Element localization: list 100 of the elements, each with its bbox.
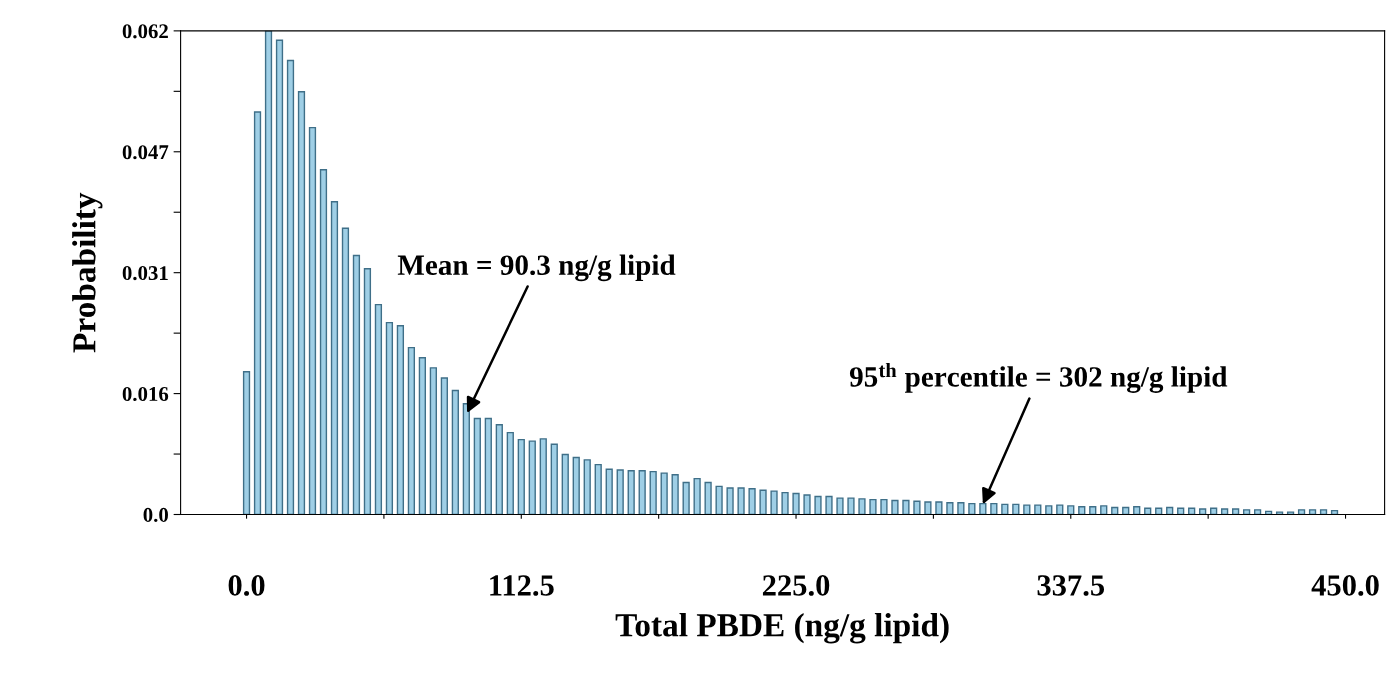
bar (627, 470, 635, 515)
bar (792, 492, 800, 515)
bar (726, 487, 734, 515)
bar (1199, 508, 1207, 515)
y-tick-label: 0.062 (122, 24, 168, 39)
bar (935, 501, 943, 515)
bar (1319, 509, 1328, 515)
bar (770, 490, 778, 515)
bar (418, 357, 427, 515)
bar (748, 488, 756, 515)
bar (572, 456, 580, 515)
bar (528, 440, 536, 515)
bar (1100, 505, 1108, 515)
bar (308, 126, 317, 515)
bar (1166, 506, 1174, 515)
bar (1056, 504, 1064, 515)
x-tick-label: 0.0 (228, 575, 265, 596)
bar (847, 497, 855, 515)
bar (1023, 504, 1031, 515)
bar (1275, 511, 1284, 515)
bar (517, 438, 525, 515)
bar (1253, 509, 1262, 515)
y-tick-label: 0.031 (122, 266, 168, 281)
bar (407, 346, 416, 515)
bar (341, 227, 350, 515)
annotation: 95$^{th}$ percentile = 302 ng/g lipid (849, 362, 1228, 393)
bar (396, 325, 405, 515)
bar (649, 470, 657, 515)
y-axis-title: Probability (72, 192, 103, 353)
bar (880, 498, 888, 515)
bar (539, 438, 547, 515)
bar (1242, 509, 1251, 515)
annotation: Mean = 90.3 ng/g lipid (397, 254, 676, 282)
bar (1297, 509, 1306, 515)
bar (638, 470, 646, 515)
bar (671, 474, 679, 515)
bar (451, 389, 459, 515)
bar (550, 443, 558, 515)
bar (275, 39, 284, 515)
bar (429, 367, 437, 515)
bar (484, 417, 492, 515)
bar (1286, 511, 1295, 515)
bar (968, 502, 976, 515)
bar (495, 424, 503, 515)
bar (1089, 506, 1097, 515)
bar (506, 431, 514, 515)
bar (924, 501, 932, 515)
bar (561, 453, 569, 515)
bar (759, 489, 767, 515)
bar (803, 494, 811, 515)
bar (374, 303, 383, 515)
bar (319, 169, 328, 515)
bar (1133, 506, 1141, 515)
y-tick-label: 0.0 (143, 507, 168, 523)
bar (682, 481, 690, 515)
bar (660, 472, 668, 515)
bar (737, 487, 745, 515)
bar (1221, 508, 1229, 515)
bar (363, 268, 372, 515)
bar (1012, 503, 1020, 515)
x-tick-label: 112.5 (490, 575, 554, 596)
bar (297, 91, 306, 515)
bar (715, 485, 723, 515)
bar (913, 500, 921, 515)
bar (242, 371, 251, 515)
bar (1045, 505, 1053, 515)
x-axis-title: Total PBDE (ng/g lipid) (615, 613, 949, 644)
bar (1001, 503, 1009, 515)
bar (352, 254, 361, 515)
x-tick-label: 337.5 (1037, 575, 1105, 596)
bar (1308, 509, 1317, 515)
bar (946, 502, 954, 515)
bar (781, 491, 789, 515)
bar (693, 477, 701, 515)
y-tick-label: 0.047 (122, 145, 169, 160)
bar (440, 377, 448, 515)
bar (1122, 506, 1130, 515)
bar (616, 469, 624, 515)
bar (330, 201, 339, 515)
bar (957, 502, 965, 515)
bar (825, 495, 833, 515)
bar (1067, 505, 1075, 515)
bar (1034, 504, 1042, 515)
bar (264, 30, 273, 515)
bar (1232, 508, 1240, 515)
bar (1078, 506, 1086, 515)
bar (253, 111, 262, 515)
bar (605, 468, 613, 515)
bar (902, 499, 910, 515)
bar (704, 481, 712, 515)
bar (814, 495, 822, 515)
x-tick-label: 225.0 (762, 575, 830, 596)
bar (594, 463, 602, 515)
bar (286, 59, 295, 515)
bar (385, 321, 394, 515)
bar (583, 459, 591, 515)
x-tick-label: 450.0 (1311, 575, 1379, 596)
bar (1111, 506, 1119, 515)
bar (836, 497, 844, 515)
bar (473, 417, 481, 515)
